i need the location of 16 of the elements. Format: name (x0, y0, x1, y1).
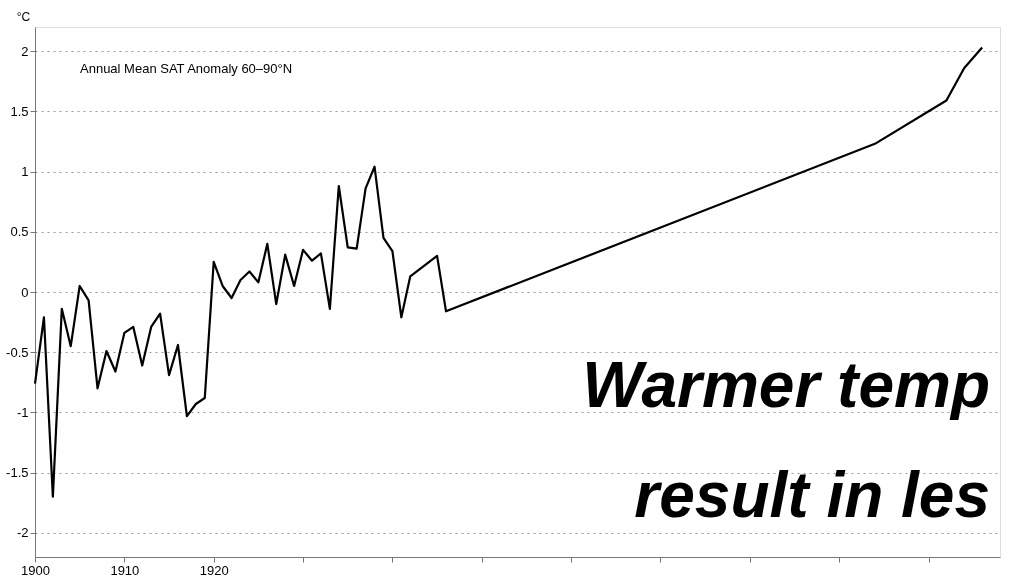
x-tick-label: 1900 (21, 562, 50, 578)
annotation: result in les (634, 459, 990, 531)
y-tick-label: 1 (21, 164, 29, 180)
y-tick-label: -1 (16, 404, 29, 420)
y-axis-title: °C (16, 9, 31, 24)
y-tick-label: 0 (21, 284, 29, 300)
y-tick-label: -2 (16, 525, 29, 541)
y-tick-label: -1.5 (6, 465, 29, 481)
y-tick-label: 2 (21, 43, 29, 59)
text: Annual Mean SAT Anomaly 60–90°N (80, 61, 293, 76)
y-tick-label: 0.5 (10, 224, 29, 240)
x-tick-label: 1920 (199, 562, 229, 578)
y-tick-label: 1.5 (10, 103, 29, 119)
x-tick-label: 1910 (110, 562, 140, 578)
annotation: Warmer temp (582, 349, 990, 421)
y-tick-label: -0.5 (6, 344, 29, 360)
